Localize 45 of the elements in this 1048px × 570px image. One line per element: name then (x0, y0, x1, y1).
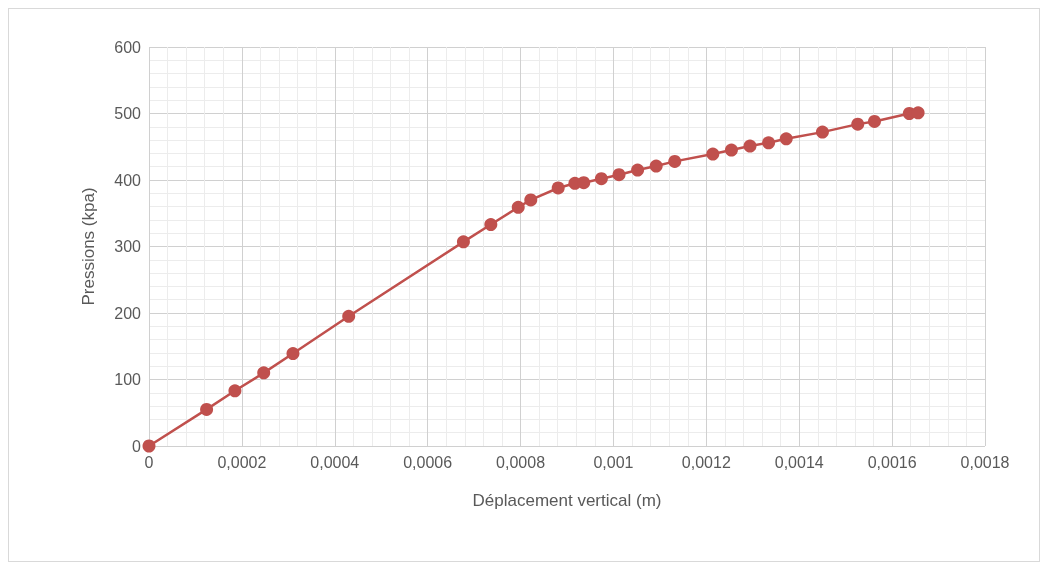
point (142, 439, 156, 453)
x-tick-label: 0,0004 (310, 453, 360, 471)
x-tick-label: 0,0012 (681, 453, 731, 471)
point (257, 366, 271, 380)
x-tick-label: 0,0006 (403, 453, 453, 471)
point (762, 136, 776, 150)
y-tick-label: 200 (114, 304, 142, 322)
point (511, 200, 525, 214)
point (612, 168, 626, 182)
point (649, 159, 663, 173)
y-tick-label: 400 (114, 171, 142, 189)
y-axis-title: Pressions (kpa) (79, 187, 98, 306)
x-tick-label: 0,0014 (774, 453, 824, 471)
point (484, 218, 498, 232)
point (228, 384, 242, 398)
point (594, 172, 608, 186)
point (867, 114, 881, 128)
point (286, 347, 300, 361)
point (577, 176, 591, 190)
x-tick-label: 0,0008 (496, 453, 546, 471)
point (911, 106, 925, 120)
y-tick-label: 500 (114, 105, 142, 122)
point (200, 402, 214, 416)
y-tick-label: 100 (114, 371, 142, 388)
point (524, 193, 538, 207)
y-tick-label: 300 (114, 238, 142, 255)
x-axis-title: Déplacement vertical (m) (472, 491, 662, 510)
point (631, 163, 645, 177)
x-tick-label: 0,0016 (867, 453, 917, 471)
point (706, 147, 720, 161)
x-tick-label: 0,0018 (960, 453, 1010, 471)
point (851, 117, 865, 131)
point (724, 143, 738, 157)
x-tick-label: 0,001 (593, 453, 634, 471)
x-tick-label: 0 (144, 453, 154, 471)
y-tick-label: 0 (132, 437, 142, 455)
point (456, 235, 470, 249)
x-tick-label: 0,0002 (217, 453, 267, 471)
point (815, 125, 829, 139)
point (779, 132, 793, 146)
point (342, 309, 356, 323)
y-tick-label: 600 (114, 38, 142, 56)
point (743, 139, 757, 153)
point (668, 154, 682, 168)
point (551, 181, 565, 195)
